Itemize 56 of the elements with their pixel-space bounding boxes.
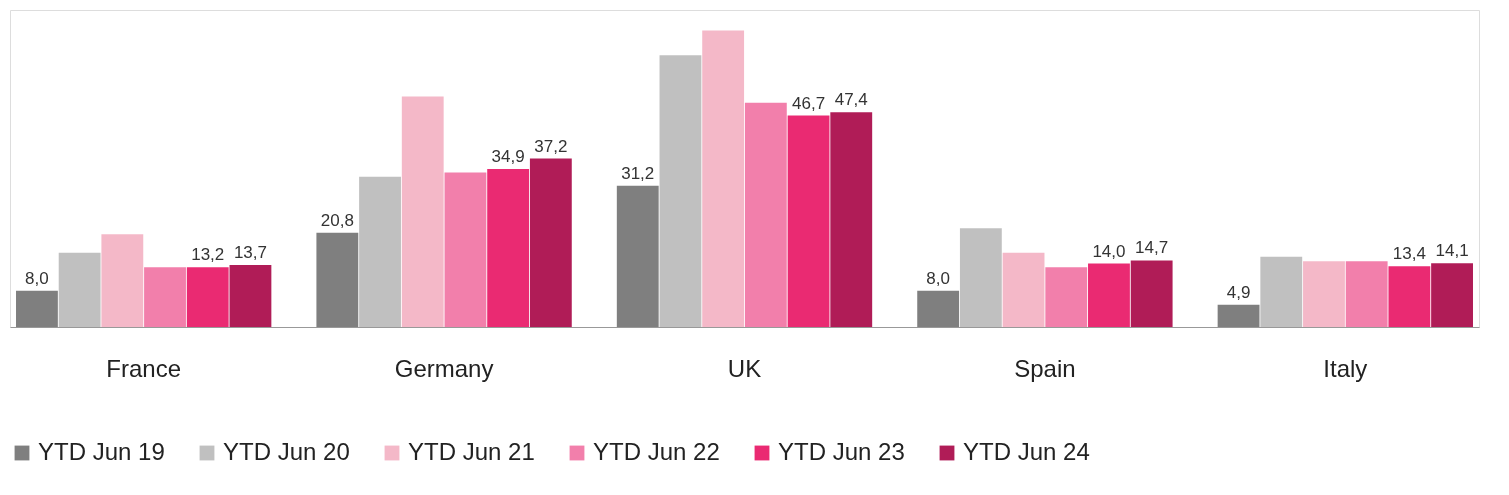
legend-label: YTD Jun 20: [223, 438, 350, 465]
data-label: 13,2: [191, 245, 225, 265]
data-label: 47,4: [834, 90, 868, 110]
bar: [1260, 256, 1303, 327]
bar: [830, 112, 873, 327]
x-tick-label: France: [106, 354, 182, 382]
bar: [316, 232, 359, 327]
bar: [1345, 261, 1388, 327]
data-label: 8,0: [25, 268, 49, 288]
data-label: 8,0: [926, 268, 950, 288]
bar: [144, 267, 186, 327]
bar: [1388, 266, 1431, 327]
bar: [1217, 304, 1260, 327]
bar: [16, 290, 58, 327]
x-tick-label: Spain: [1014, 354, 1076, 382]
data-label: 14,7: [1135, 238, 1169, 258]
data-label: 4,9: [1226, 282, 1251, 302]
data-label: 14,1: [1435, 241, 1469, 261]
data-label: 20,8: [320, 210, 354, 230]
bar: [444, 172, 487, 327]
bar: [1431, 263, 1473, 327]
bar: [487, 168, 530, 327]
bar: [659, 55, 702, 327]
legend-label: YTD Jun 23: [778, 438, 905, 465]
bar: [917, 290, 960, 327]
bar: [1130, 260, 1173, 327]
bar: [1303, 261, 1345, 327]
bar: [744, 102, 787, 327]
bar: [359, 176, 401, 327]
data-label: 13,4: [1392, 244, 1426, 264]
x-tick-label: Italy: [1323, 354, 1368, 382]
bar: [1002, 252, 1045, 327]
data-label: 46,7: [792, 93, 826, 113]
bar: [1088, 263, 1130, 327]
bar: [787, 115, 830, 327]
bar: [529, 158, 572, 327]
bar: [702, 30, 745, 327]
bar: [401, 96, 444, 327]
x-tick-label: UK: [727, 354, 762, 382]
legend-label: YTD Jun 19: [38, 438, 165, 465]
x-tick-label: Germany: [394, 354, 494, 382]
data-label: 34,9: [491, 146, 525, 166]
data-label: 37,2: [534, 136, 568, 156]
bar: [1045, 267, 1088, 327]
bar: [186, 267, 229, 327]
data-label: 31,2: [621, 163, 655, 183]
bar: [58, 252, 101, 327]
bar: [101, 234, 144, 327]
legend-label: YTD Jun 22: [593, 438, 720, 465]
data-label: 13,7: [233, 242, 267, 262]
data-label: 14,0: [1092, 241, 1126, 261]
bar: [229, 264, 272, 327]
bar: [616, 185, 659, 327]
legend-label: YTD Jun 24: [963, 438, 1090, 465]
legend-label: YTD Jun 21: [408, 438, 535, 465]
bar: [959, 228, 1002, 327]
